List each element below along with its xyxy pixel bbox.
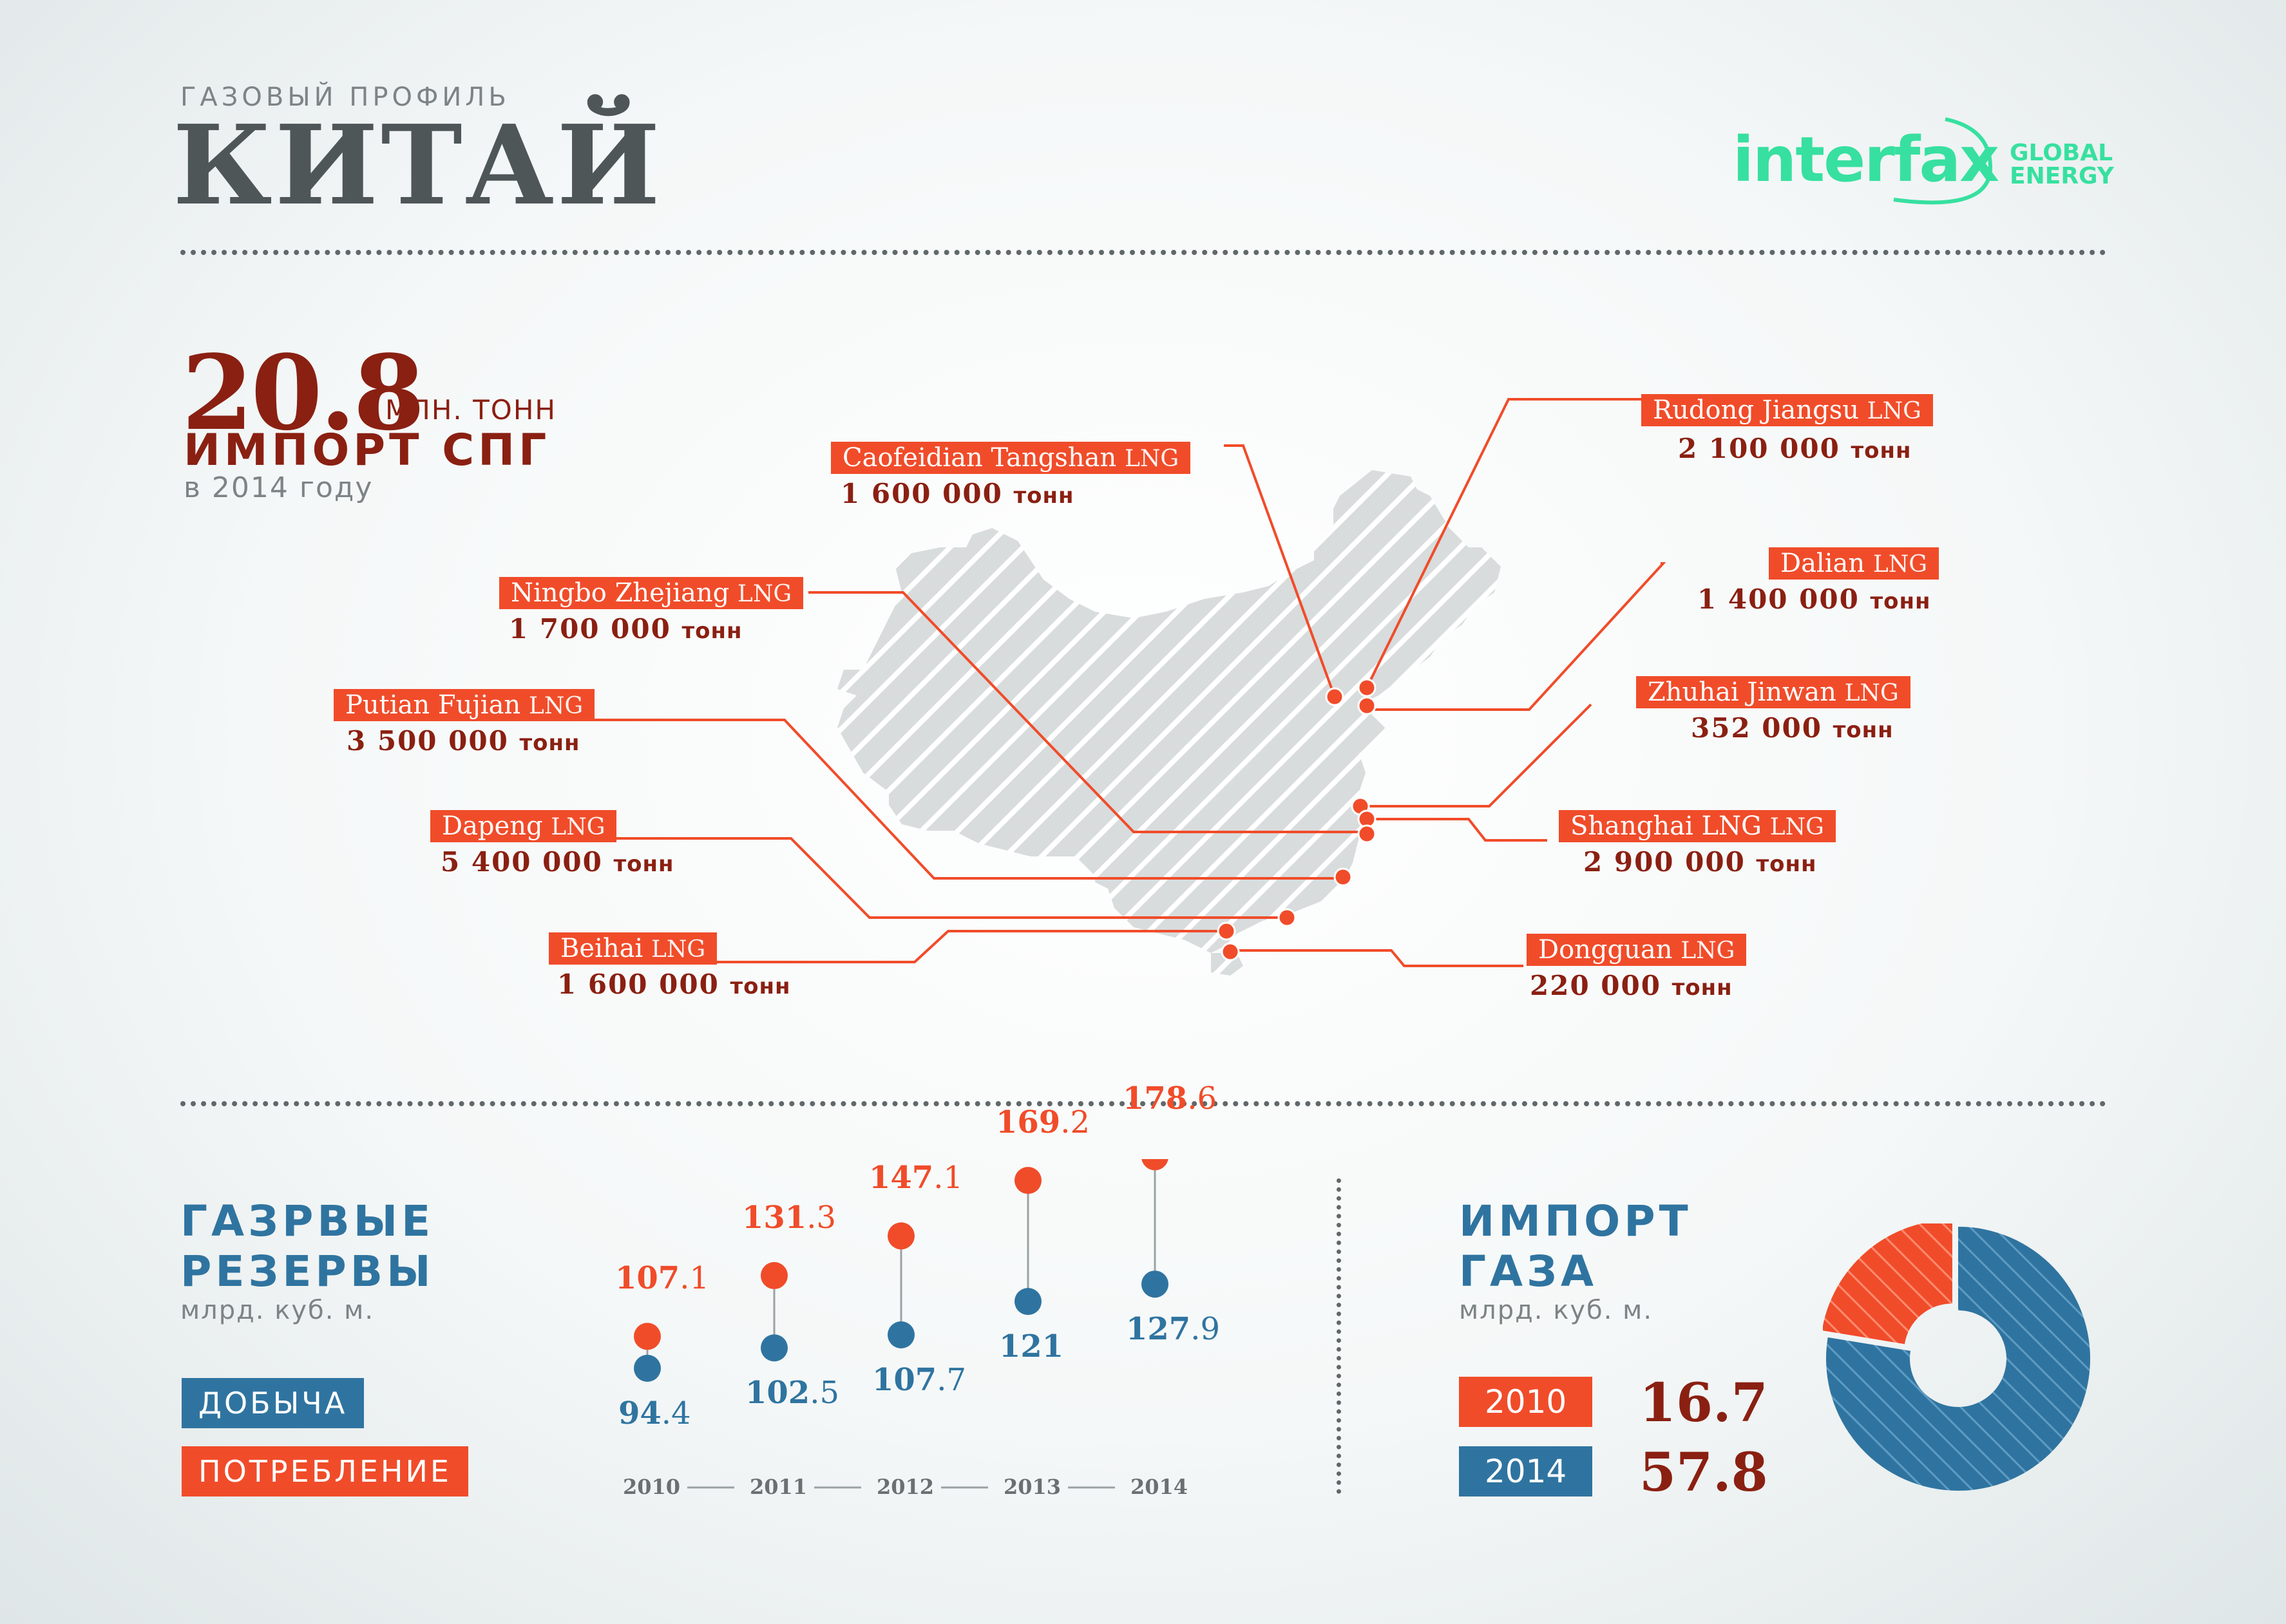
terminal-label-ningbo: Ningbo Zhejiang LNG	[499, 577, 804, 609]
production-label-2012: 107.7	[872, 1361, 966, 1398]
donut-slice-2014	[1826, 1227, 2090, 1491]
production-label-2010: 94.4	[618, 1395, 691, 1431]
reserves-unit: млрд. куб. м.	[180, 1296, 375, 1325]
production-point-2013	[1014, 1288, 1042, 1316]
leader-zhuhai	[1360, 703, 1592, 807]
logo-swoosh-icon	[1893, 117, 1993, 205]
leader-dalian	[1367, 562, 1666, 711]
reserves-chart	[634, 1159, 1168, 1489]
logo-energy-text: ENERGY	[2010, 163, 2114, 189]
terminal-label-beihai: Beihai LNG	[549, 932, 718, 965]
consumption-point-2014	[1141, 1159, 1168, 1171]
terminal-label-rudong: Rudong Jiangsu LNG	[1641, 394, 1933, 426]
marker-dongguan	[1221, 942, 1240, 961]
marker-dapeng	[1277, 908, 1297, 927]
leader-shanghai	[1367, 818, 1547, 842]
leader-putian	[586, 719, 1343, 880]
consumption-point-2011	[761, 1261, 788, 1289]
production-point-2014	[1141, 1270, 1168, 1298]
production-label-2011: 102.5	[745, 1375, 839, 1412]
year-label-2014: 2014	[1130, 1475, 1188, 1499]
leader-lines	[586, 398, 1666, 967]
lng-import-unit: МЛН. ТОНН	[385, 394, 557, 426]
leader-dapeng	[612, 837, 1282, 919]
production-point-2011	[761, 1334, 788, 1362]
divider-vertical	[1337, 1178, 1341, 1494]
terminal-label-dongguan: Dongguan LNG	[1527, 934, 1747, 966]
consumption-label-2014: 178.6	[1123, 1081, 1217, 1117]
lng-import-year: в 2014 году	[184, 471, 374, 504]
leader-ningbo	[808, 591, 1367, 833]
consumption-point-2012	[888, 1222, 915, 1250]
marker-putian	[1333, 867, 1353, 887]
leader-beihai	[686, 930, 1225, 963]
consumption-point-2010	[634, 1323, 661, 1350]
marker-beihai	[1217, 921, 1236, 941]
consumption-label-2010: 107.1	[615, 1260, 709, 1297]
production-point-2012	[888, 1321, 915, 1348]
logo-text: interfax	[1733, 124, 1999, 196]
logo-global-text: GLOBAL	[2010, 140, 2113, 166]
legend-production: ДОБЫЧА	[182, 1378, 365, 1428]
year-label-2011: 2011	[750, 1475, 808, 1499]
divider-middle	[180, 1101, 2106, 1106]
consumption-label-2012: 147.1	[869, 1160, 963, 1196]
gas-import-year-2014: 2014	[1459, 1446, 1593, 1497]
terminal-markers	[1217, 678, 1376, 961]
lng-import-title: ИМПОРТ СПГ	[184, 425, 551, 476]
divider-top	[180, 250, 2106, 255]
leader-caofeidian	[1224, 444, 1336, 697]
terminal-label-dalian: Dalian LNG	[1769, 547, 1939, 580]
terminal-value-dongguan: 220 000 тонн	[1530, 970, 1733, 1001]
terminal-label-putian: Putian Fujian LNG	[334, 689, 595, 721]
legend-consumption: ПОТРЕБЛЕНИЕ	[182, 1446, 468, 1497]
gas-import-year-2010: 2010	[1459, 1377, 1593, 1427]
gas-import-donut	[1823, 1223, 2090, 1491]
terminal-value-rudong: 2 100 000 тонн	[1678, 433, 1912, 464]
marker-caofeidian	[1325, 687, 1344, 706]
production-label-2014: 127.9	[1126, 1311, 1220, 1348]
production-point-2010	[634, 1354, 661, 1382]
gas-import-title: ИМПОРТ ГАЗА	[1459, 1196, 1692, 1296]
year-label-2013: 2013	[1004, 1475, 1062, 1499]
gas-import-unit: млрд. куб. м.	[1459, 1296, 1653, 1325]
terminal-value-zhuhai: 352 000 тонн	[1691, 712, 1894, 744]
terminal-label-dapeng: Dapeng LNG	[430, 810, 617, 842]
terminal-value-dapeng: 5 400 000 тонн	[441, 846, 674, 878]
lng-import-value: 20.8	[182, 332, 425, 453]
terminal-label-shanghai: Shanghai LNG LNG	[1559, 810, 1836, 842]
interfax-logo: interfax GLOBAL ENERGY	[1733, 116, 2119, 225]
gas-import-value-2014: 57.8	[1639, 1442, 1768, 1504]
page-title: КИТАЙ	[173, 101, 663, 230]
leader-rudong	[1366, 398, 1641, 688]
terminal-value-ningbo: 1 700 000 тонн	[509, 613, 743, 645]
year-label-2010: 2010	[623, 1475, 681, 1499]
consumption-label-2011: 131.3	[742, 1199, 836, 1236]
gas-import-value-2010: 16.7	[1639, 1372, 1768, 1434]
reserves-title: ГАЗРВЫЕ РЕЗЕРВЫ	[180, 1196, 435, 1296]
reserves-labels: 107.1 94.4 2010 131.3 102.5 2011 147.1 107.7 201…	[580, 1081, 1256, 1520]
terminal-value-beihai: 1 600 000 тонн	[557, 968, 791, 1000]
production-label-2013: 121	[999, 1328, 1064, 1365]
terminal-label-zhuhai: Zhuhai Jinwan LNG	[1636, 676, 1910, 708]
terminal-value-dalian: 1 400 000 тонн	[1697, 583, 1931, 615]
page-subtitle: ГАЗОВЫЙ ПРОФИЛЬ	[180, 82, 510, 112]
terminal-value-shanghai: 2 900 000 тонн	[1583, 846, 1817, 878]
terminal-label-caofeidian: Caofeidian Tangshan LNG	[831, 442, 1191, 474]
marker-dalian	[1357, 678, 1376, 697]
leader-dongguan	[1230, 949, 1523, 967]
china-shape	[837, 470, 1501, 953]
marker-rudong	[1357, 696, 1376, 715]
year-label-2012: 2012	[877, 1475, 935, 1499]
consumption-point-2013	[1014, 1167, 1042, 1194]
terminal-value-caofeidian: 1 600 000 тонн	[841, 478, 1074, 509]
donut-slice-2010	[1823, 1223, 1952, 1345]
terminal-value-putian: 3 500 000 тонн	[347, 725, 580, 757]
marker-ningbo	[1357, 824, 1376, 844]
consumption-label-2013: 169.2	[996, 1104, 1090, 1141]
